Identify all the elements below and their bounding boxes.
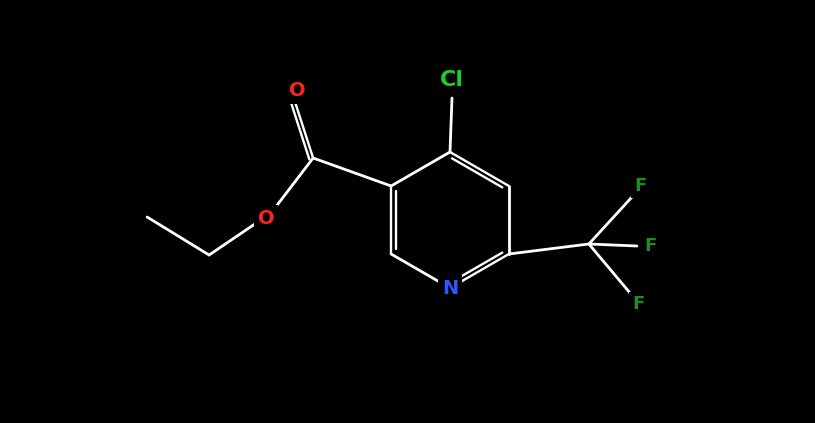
Text: N: N: [442, 278, 458, 297]
Text: O: O: [258, 209, 275, 228]
Text: O: O: [289, 82, 306, 101]
Text: F: F: [635, 177, 647, 195]
Text: Cl: Cl: [440, 70, 464, 90]
Text: F: F: [632, 295, 645, 313]
Text: F: F: [645, 237, 657, 255]
